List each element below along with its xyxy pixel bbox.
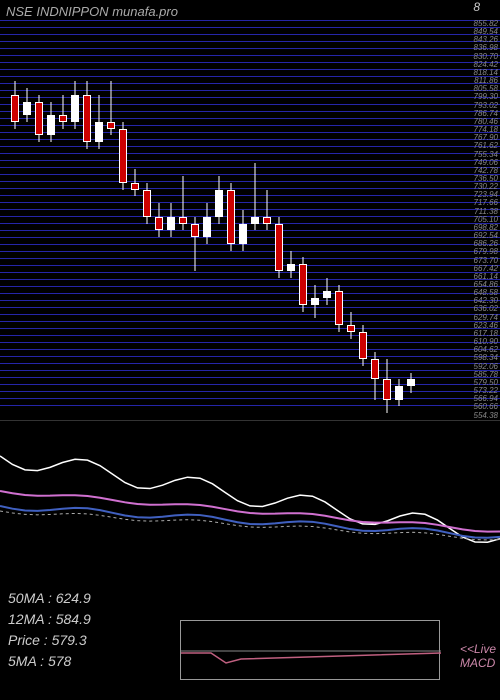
candlestick-chart: NSE INDNIPPON munafa.pro 8 855.82849.548… (0, 0, 500, 420)
candles-container (0, 0, 450, 420)
indicator-panel (0, 420, 500, 580)
live-label: <<Live (460, 642, 496, 656)
y-axis: 855.82849.54843.26836.98830.70824.42818.… (474, 20, 498, 420)
ma50-value: 624.9 (56, 590, 91, 606)
source-label: munafa.pro (112, 4, 178, 19)
macd-text-label: MACD (460, 656, 496, 670)
top-right-label: 8 (473, 0, 480, 14)
magenta-ma-line (0, 491, 500, 532)
ma5-label: 5MA : (8, 653, 44, 669)
macd-labels: <<Live MACD (460, 642, 496, 670)
ma50-label: 50MA : (8, 590, 52, 606)
ma12-value: 584.9 (56, 611, 91, 627)
ma5-value: 578 (48, 653, 71, 669)
ticker-symbol: NSE INDNIPPON (6, 4, 109, 19)
chart-header: NSE INDNIPPON munafa.pro (6, 4, 178, 19)
dashed-ma-line (0, 511, 500, 540)
ma12-label: 12MA : (8, 611, 52, 627)
ma-lines-svg (0, 421, 500, 581)
macd-svg (181, 621, 441, 681)
ma50-row: 50MA : 624.9 (8, 588, 492, 609)
macd-box (180, 620, 440, 680)
price-label: Price : (8, 632, 48, 648)
price-value: 579.3 (52, 632, 87, 648)
macd-signal-line (181, 653, 441, 663)
info-panel: 50MA : 624.9 12MA : 584.9 Price : 579.3 … (0, 580, 500, 700)
